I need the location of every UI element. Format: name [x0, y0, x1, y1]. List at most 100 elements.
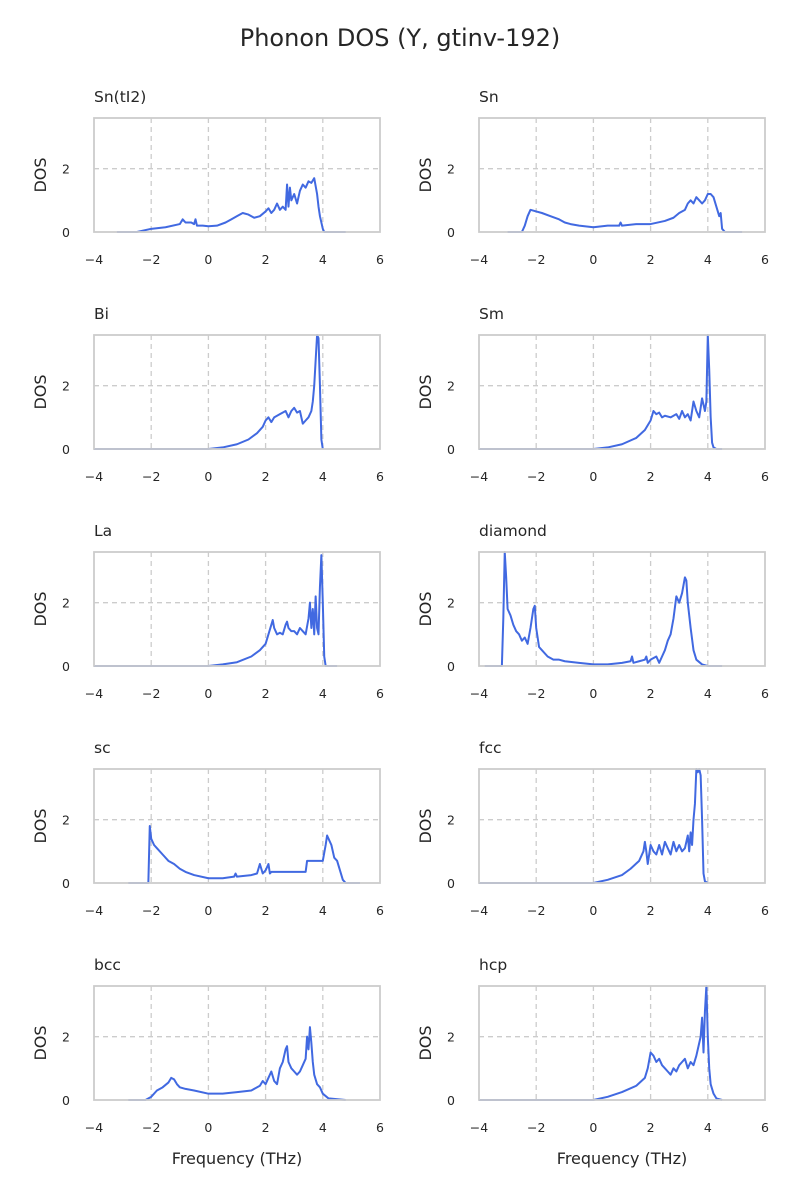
dos-line	[94, 334, 324, 450]
y-tick-label: 2	[447, 1030, 455, 1045]
subplot-fcc: fcc −4 −2 0 2 4 6 0 2 DOS	[416, 739, 769, 918]
x-tick-label: 0	[589, 469, 597, 484]
x-tick-label: −4	[85, 903, 103, 918]
plot-frame	[93, 768, 381, 884]
subplot-grid: Sn(tI2) −4 −2 0 2 4 6 0 2 DOS Sn −4 −2 0 2 4 6 0 2 DOS Bi −4 −…	[31, 88, 769, 1168]
y-tick-label: 2	[62, 596, 70, 611]
y-tick-label: 0	[62, 659, 70, 674]
x-tick-label: −2	[142, 469, 160, 484]
x-tick-label: 4	[704, 469, 712, 484]
subplot-sn: Sn −4 −2 0 2 4 6 0 2 DOS	[416, 88, 769, 267]
x-tick-label: 0	[204, 1120, 212, 1135]
subplot-title: La	[94, 522, 112, 540]
y-tick-label: 0	[62, 225, 70, 240]
y-axis-label: DOS	[31, 1025, 50, 1060]
y-axis-label: DOS	[416, 808, 435, 843]
x-tick-label: 2	[647, 686, 655, 701]
plot-frame	[93, 334, 381, 450]
subplot-title: Sm	[479, 305, 504, 323]
y-tick-label: 0	[447, 1093, 455, 1108]
x-tick-label: −4	[470, 1120, 488, 1135]
plot-frame	[93, 985, 381, 1101]
subplot-hcp: hcp −4 −2 0 2 4 6 0 2 DOS Frequency (THz)	[416, 956, 769, 1168]
plot-frame	[478, 117, 766, 233]
x-tick-label: −4	[85, 1120, 103, 1135]
plot-frame	[93, 551, 381, 667]
y-tick-label: 0	[447, 659, 455, 674]
x-tick-label: 2	[262, 686, 270, 701]
x-tick-label: 2	[262, 1120, 270, 1135]
x-tick-label: −2	[527, 469, 545, 484]
y-tick-label: 0	[447, 225, 455, 240]
y-tick-label: 2	[447, 162, 455, 177]
plot-frame	[478, 334, 766, 450]
x-tick-label: 4	[704, 1120, 712, 1135]
x-axis-label: Frequency (THz)	[172, 1149, 302, 1168]
plot-frame	[478, 985, 766, 1101]
x-tick-label: 2	[647, 252, 655, 267]
x-tick-label: 4	[319, 252, 327, 267]
dos-line	[484, 551, 723, 667]
dos-line	[128, 825, 360, 884]
y-tick-label: 0	[447, 876, 455, 891]
x-tick-label: 2	[647, 1120, 655, 1135]
x-tick-label: 0	[204, 686, 212, 701]
x-tick-label: 4	[319, 469, 327, 484]
x-tick-label: 6	[761, 1120, 769, 1135]
y-tick-label: 2	[447, 379, 455, 394]
x-tick-label: 0	[589, 903, 597, 918]
x-tick-label: 6	[761, 686, 769, 701]
x-tick-label: 4	[704, 686, 712, 701]
x-tick-label: 6	[376, 252, 384, 267]
x-axis-label: Frequency (THz)	[557, 1149, 687, 1168]
x-tick-label: 4	[319, 1120, 327, 1135]
x-tick-label: −2	[527, 252, 545, 267]
dos-line	[128, 1026, 346, 1101]
y-axis-label: DOS	[31, 374, 50, 409]
subplot-sn-ti2: Sn(tI2) −4 −2 0 2 4 6 0 2 DOS	[31, 88, 384, 267]
x-tick-label: 2	[262, 903, 270, 918]
x-tick-label: 0	[204, 469, 212, 484]
x-tick-label: 4	[704, 903, 712, 918]
y-tick-label: 2	[62, 162, 70, 177]
x-tick-label: −2	[142, 903, 160, 918]
dos-line	[116, 177, 346, 233]
y-axis-label: DOS	[416, 374, 435, 409]
y-tick-label: 2	[62, 1030, 70, 1045]
subplot-title: bcc	[94, 956, 121, 974]
x-tick-label: −2	[142, 686, 160, 701]
dos-line	[479, 985, 723, 1101]
x-tick-label: 0	[589, 252, 597, 267]
y-tick-label: 2	[62, 379, 70, 394]
subplot-title: hcp	[479, 956, 507, 974]
x-tick-label: −2	[142, 252, 160, 267]
y-axis-label: DOS	[31, 157, 50, 192]
dos-line	[507, 193, 743, 233]
subplot-sc: sc −4 −2 0 2 4 6 0 2 DOS	[31, 739, 384, 918]
x-tick-label: 6	[376, 469, 384, 484]
y-tick-label: 0	[62, 876, 70, 891]
x-tick-label: −2	[527, 686, 545, 701]
dos-line	[479, 768, 709, 884]
x-tick-label: 0	[589, 1120, 597, 1135]
x-tick-label: 0	[204, 252, 212, 267]
x-tick-label: 4	[319, 686, 327, 701]
plot-frame	[93, 117, 381, 233]
x-tick-label: 2	[262, 469, 270, 484]
x-tick-label: 6	[761, 252, 769, 267]
x-tick-label: 6	[376, 903, 384, 918]
x-tick-label: 2	[647, 903, 655, 918]
x-tick-label: −4	[85, 469, 103, 484]
x-tick-label: −2	[142, 1120, 160, 1135]
x-tick-label: 6	[376, 1120, 384, 1135]
x-tick-label: −4	[470, 469, 488, 484]
x-tick-label: 6	[761, 469, 769, 484]
x-tick-label: 2	[262, 252, 270, 267]
x-tick-label: −4	[470, 686, 488, 701]
x-tick-label: −4	[85, 686, 103, 701]
y-axis-label: DOS	[416, 157, 435, 192]
dos-line	[479, 334, 723, 450]
x-tick-label: 4	[704, 252, 712, 267]
